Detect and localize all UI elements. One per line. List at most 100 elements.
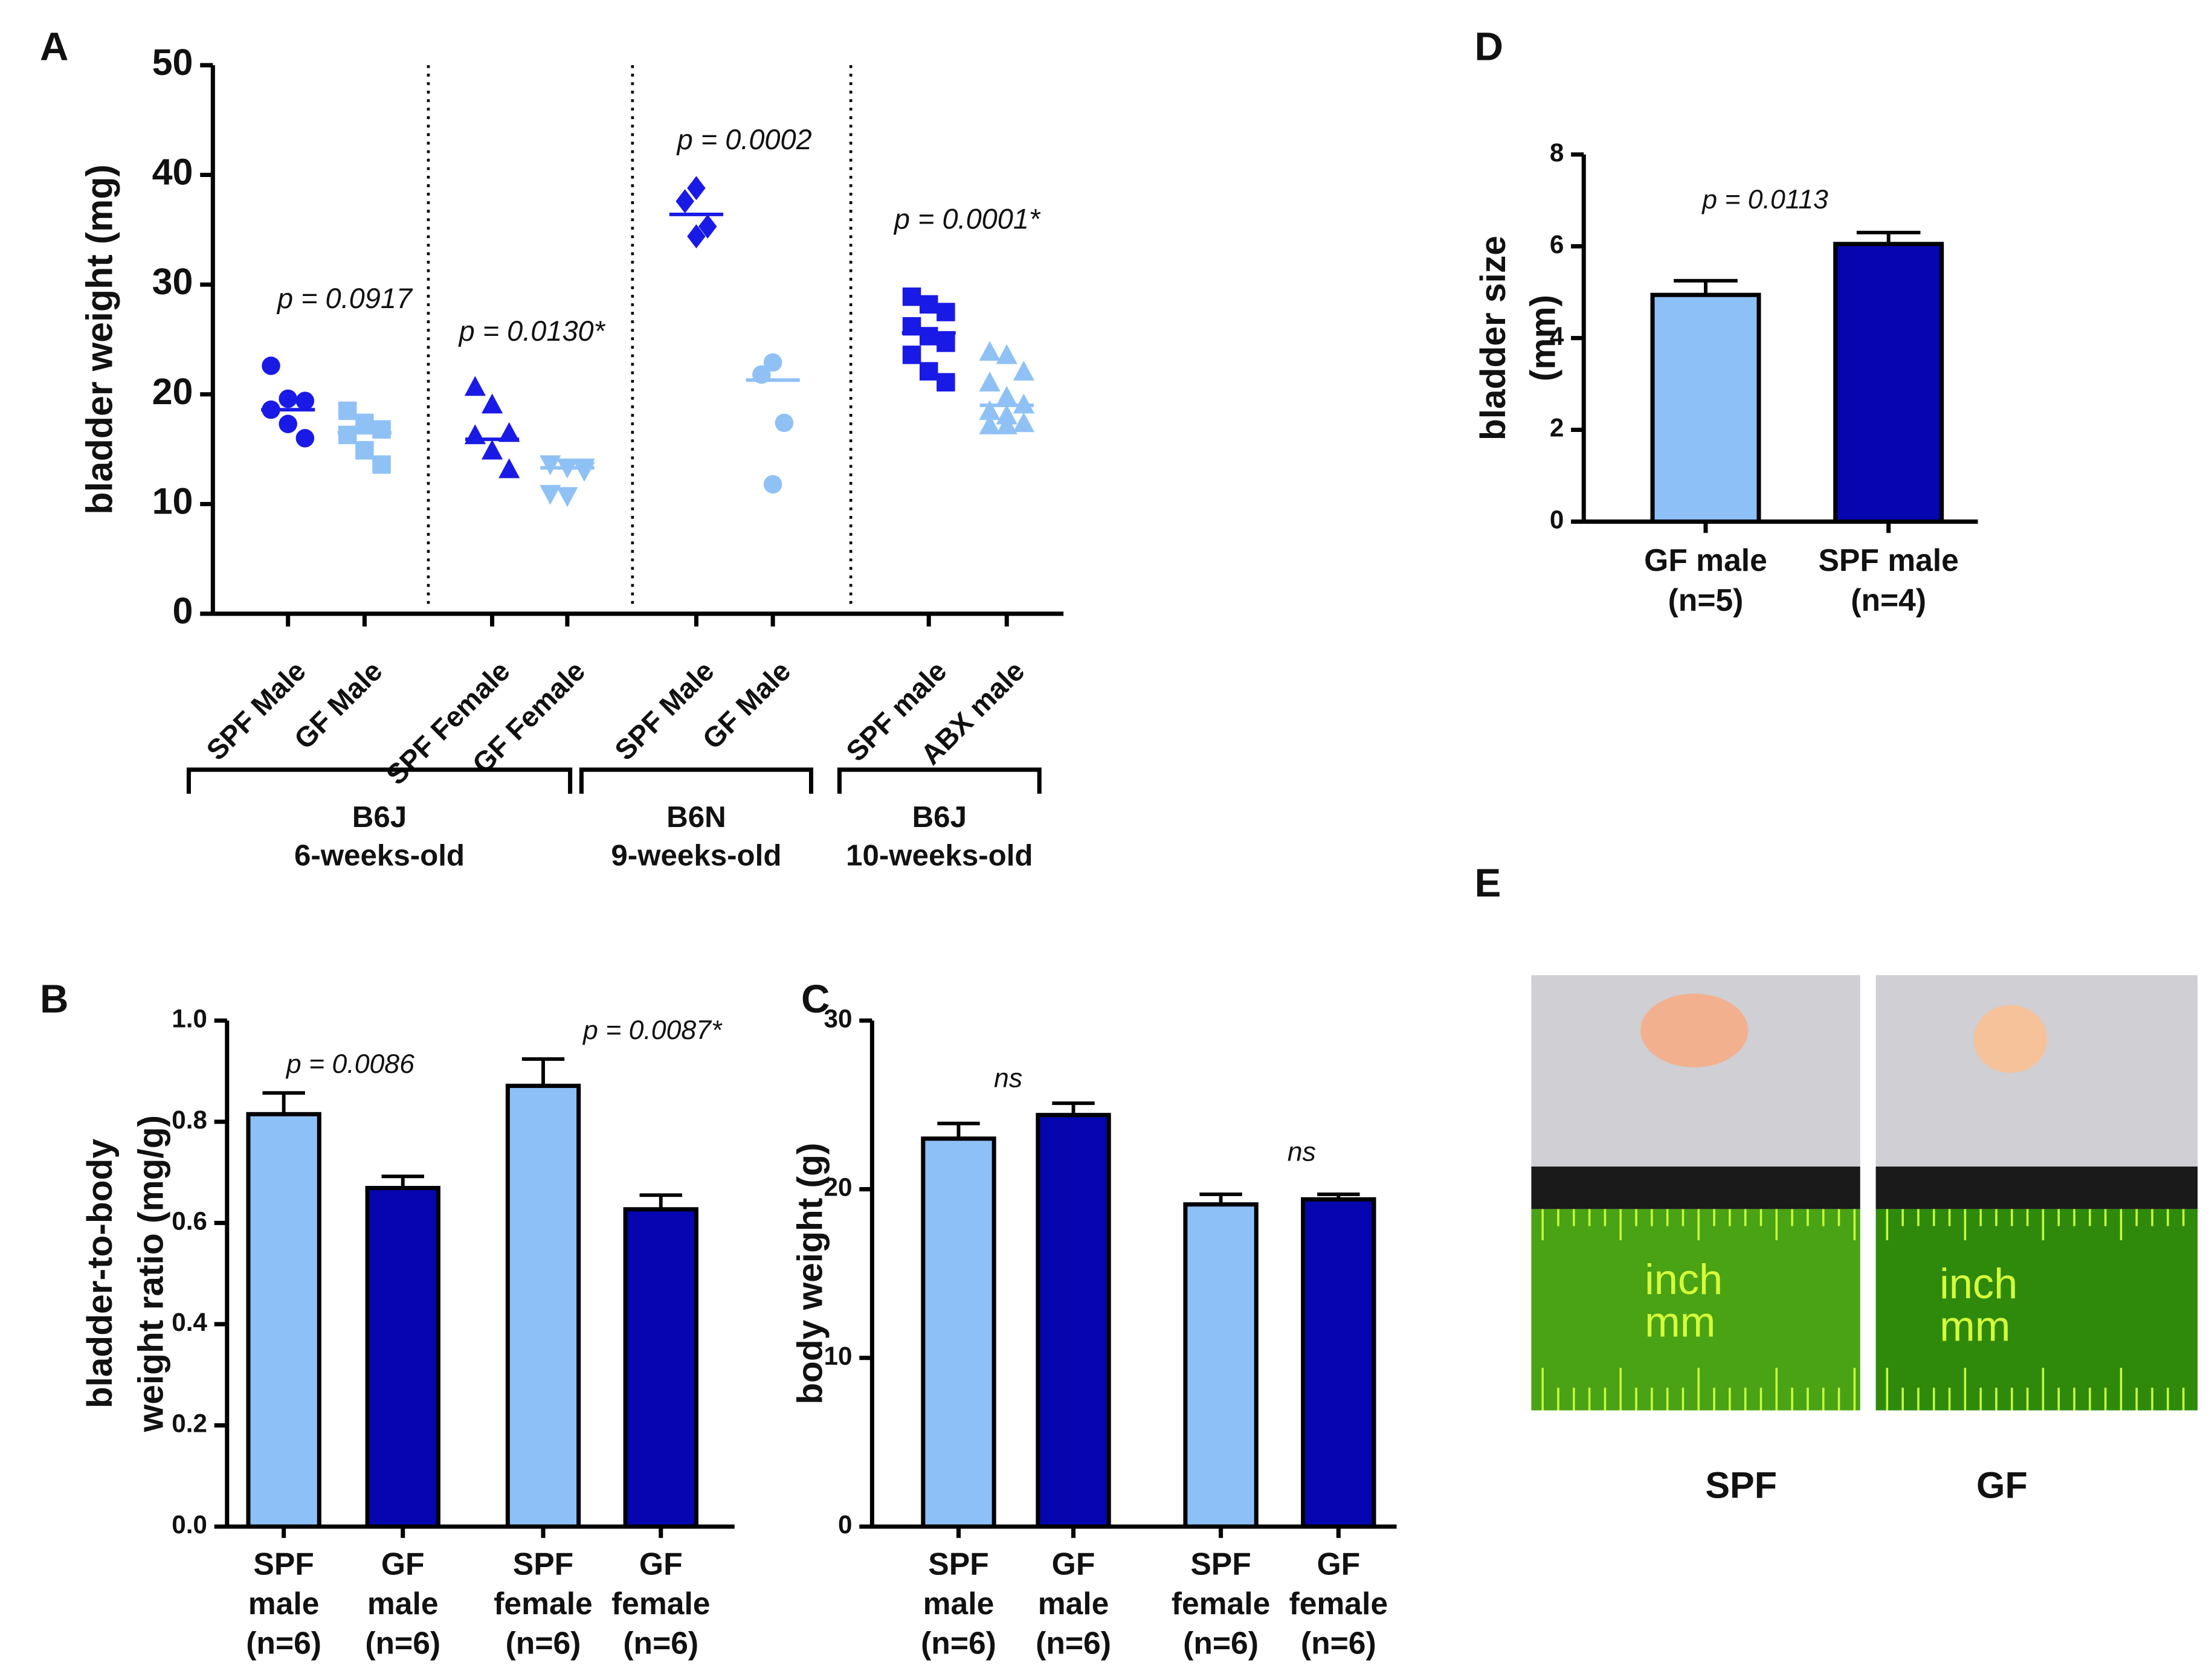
ruler: [1531, 1209, 1860, 1411]
y-tick-label: 0.4: [172, 1308, 207, 1336]
y-axis-label: bladder weight (mg): [79, 164, 120, 515]
data-point: [979, 341, 1001, 361]
ruler-edge: [1875, 1167, 2198, 1209]
y-tick-label: 6: [1550, 230, 1564, 259]
bar: [365, 1186, 440, 1529]
y-tick-label: 0: [1550, 506, 1564, 534]
data-point: [698, 214, 717, 239]
bar: [1833, 242, 1944, 524]
data-point: [937, 303, 955, 321]
y-tick-label: 30: [824, 1005, 853, 1033]
x-tick-label: SPF: [928, 1546, 988, 1581]
photo-gf: inch mm: [1875, 975, 2198, 1411]
bar: [1301, 1197, 1376, 1529]
group-label: B6J: [912, 800, 967, 834]
data-point: [279, 389, 297, 408]
photo-spf: inch mm: [1531, 975, 1860, 1411]
x-tick-label: SPF: [1190, 1546, 1251, 1581]
panel-letter: A: [40, 24, 68, 68]
data-point: [372, 455, 391, 474]
x-tick-label: (n=6): [921, 1626, 996, 1661]
data-point: [979, 414, 1001, 434]
x-tick-label: (n=4): [1851, 582, 1926, 617]
y-tick-label: 2: [1550, 414, 1564, 442]
x-tick-label: male: [923, 1586, 995, 1621]
data-point: [687, 176, 706, 201]
data-point: [355, 413, 374, 433]
x-tick-label: GF: [381, 1546, 425, 1581]
data-point: [1013, 412, 1035, 433]
group-label: B6J: [352, 800, 407, 834]
group-label: B6N: [666, 800, 726, 834]
y-axis-label: body weight (g): [790, 1143, 830, 1405]
bladder: [1640, 993, 1749, 1067]
y-tick-label: 40: [152, 152, 193, 193]
data-point: [996, 385, 1017, 406]
data-point: [498, 458, 520, 478]
photo-background: [1875, 975, 2198, 1167]
data-point: [902, 287, 921, 306]
annotation: p = 0.0130*: [458, 315, 606, 347]
ruler-text: mm: [1940, 1302, 2010, 1350]
x-tick-label: GF: [1317, 1546, 1360, 1581]
data-point: [1013, 361, 1035, 381]
group-label: 10-weeks-old: [846, 839, 1033, 872]
y-tick-label: 0: [173, 590, 193, 631]
group-bracket: [186, 767, 573, 794]
annotation: p = 0.0087*: [582, 1016, 723, 1045]
bar: [1650, 292, 1761, 524]
x-tick-label: (n=6): [1036, 1626, 1111, 1661]
panel-letter: B: [40, 977, 68, 1021]
photo-label: GF: [1976, 1465, 2028, 1506]
y-axis-label: weight ratio (mg/g): [131, 1115, 170, 1432]
data-point: [775, 413, 794, 433]
x-tick-label: SPF male: [1818, 542, 1958, 578]
annotation: ns: [1288, 1138, 1316, 1167]
x-tick-label: SPF: [513, 1546, 573, 1581]
data-point: [902, 346, 921, 364]
annotation: p = 0.0001*: [893, 203, 1041, 234]
x-tick-label: (n=6): [506, 1626, 581, 1661]
y-axis-label: (mm): [1523, 295, 1562, 381]
annotation: p = 0.0002: [676, 124, 812, 155]
x-tick-label: SPF Male: [608, 655, 720, 766]
bar: [623, 1207, 698, 1529]
data-point: [498, 422, 520, 442]
annotation: ns: [994, 1064, 1022, 1093]
y-tick-label: 50: [152, 42, 193, 83]
y-tick-label: 0.8: [172, 1106, 207, 1134]
x-tick-label: female: [611, 1586, 711, 1621]
data-point: [262, 356, 280, 375]
x-tick-label: female: [1289, 1586, 1388, 1621]
data-point: [919, 362, 938, 381]
data-point: [464, 424, 486, 445]
y-tick-label: 0.2: [172, 1409, 207, 1438]
ruler-edge: [1531, 1167, 1860, 1209]
group-bracket: [837, 767, 1042, 794]
data-point: [996, 344, 1017, 364]
x-tick-label: (n=6): [1301, 1626, 1376, 1661]
data-point: [937, 373, 955, 392]
ruler-text: inch: [1940, 1260, 2017, 1307]
data-point: [979, 400, 1001, 420]
x-tick-label: (n=5): [1668, 582, 1744, 617]
y-tick-label: 4: [1550, 322, 1564, 350]
group-label: 6-weeks-old: [294, 839, 465, 872]
x-tick-label: (n=6): [246, 1626, 321, 1661]
y-tick-label: 10: [152, 480, 193, 521]
data-point: [295, 429, 315, 448]
panel-letter: C: [801, 977, 830, 1021]
data-point: [763, 353, 782, 372]
x-tick-label: female: [494, 1586, 593, 1621]
data-point: [937, 333, 955, 352]
data-point: [338, 401, 357, 420]
annotation: p = 0.0086: [285, 1049, 414, 1079]
data-point: [687, 224, 706, 249]
data-point: [919, 295, 938, 314]
data-point: [763, 475, 782, 494]
data-point: [979, 372, 1001, 392]
x-tick-label: GF male: [1644, 542, 1767, 578]
y-tick-label: 10: [824, 1342, 853, 1370]
bar: [505, 1083, 581, 1529]
